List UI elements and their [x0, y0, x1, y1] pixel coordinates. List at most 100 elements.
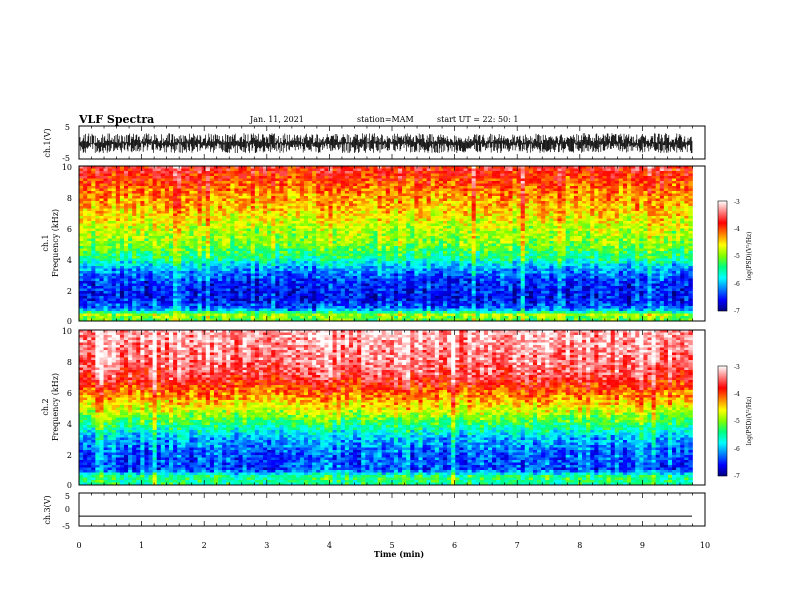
spectrogram-cell	[517, 176, 521, 179]
spectrogram-cell	[230, 219, 234, 222]
spectrogram-cell	[165, 171, 169, 174]
spectrogram-cell	[259, 244, 263, 247]
spectrogram-cell	[574, 169, 578, 172]
spectrogram-cell	[435, 186, 439, 189]
spectrogram-cell	[603, 196, 607, 199]
spectrogram-cell	[517, 229, 521, 232]
spectrogram-cell	[251, 171, 255, 174]
spectrogram-cell	[202, 246, 206, 249]
spectrogram-cell	[488, 236, 492, 239]
spectrogram-cell	[144, 241, 148, 244]
spectrogram-cell	[173, 189, 177, 192]
spectrogram-cell	[492, 204, 496, 207]
spectrogram-cell	[153, 211, 157, 214]
spectrogram-cell	[292, 229, 296, 232]
spectrogram-cell	[234, 239, 238, 242]
spectrogram-cell	[607, 194, 611, 197]
spectrogram-cell	[504, 239, 508, 242]
spectrogram-cell	[537, 221, 541, 224]
spectrogram-cell	[455, 236, 459, 239]
spectrogram-cell	[169, 216, 173, 219]
spectrogram-cell	[251, 204, 255, 207]
spectrogram-cell	[574, 204, 578, 207]
spectrogram-cell	[283, 231, 287, 234]
spectrogram-cell	[406, 184, 410, 187]
spectrogram-cell	[202, 181, 206, 184]
spectrogram-cell	[492, 189, 496, 192]
spectrogram-cell	[324, 199, 328, 202]
spectrogram-cell	[108, 181, 112, 184]
spectrogram-cell	[418, 174, 422, 177]
spectrogram-cell	[533, 236, 537, 239]
spectrogram-cell	[533, 191, 537, 194]
spectrogram-cell	[492, 209, 496, 212]
spectrogram-cell	[108, 171, 112, 174]
spectrogram-cell	[394, 214, 398, 217]
spectrogram-cell	[239, 169, 243, 172]
spectrogram-cell	[263, 211, 267, 214]
spectrogram-cell	[218, 219, 222, 222]
spectrogram-cell	[124, 174, 128, 177]
spectrogram-cell	[521, 206, 525, 209]
spectrogram-cell	[615, 196, 619, 199]
spectrogram-cell	[558, 216, 562, 219]
spectrogram-cell	[169, 169, 173, 172]
spectrogram-cell	[373, 246, 377, 249]
spectrogram-cell	[247, 211, 251, 214]
spectrogram-cell	[124, 184, 128, 187]
spectrogram-cell	[611, 196, 615, 199]
spectrogram-cell	[508, 234, 512, 237]
spectrogram-cell	[643, 194, 647, 197]
spectrogram-cell	[378, 199, 382, 202]
spectrogram-cell	[292, 244, 296, 247]
spectrogram-cell	[189, 179, 193, 182]
spectrogram-cell	[594, 226, 598, 229]
spectrogram-cell	[124, 171, 128, 174]
spectrogram-cell	[656, 239, 660, 242]
spectrogram-cell	[574, 244, 578, 247]
spectrogram-cell	[328, 236, 332, 239]
spectrogram-cell	[488, 204, 492, 207]
spectrogram-cell	[627, 179, 631, 182]
spectrogram-cell	[345, 241, 349, 244]
spectrogram-cell	[406, 179, 410, 182]
spectrogram-cell	[263, 224, 267, 227]
spectrogram-cell	[87, 234, 91, 237]
spectrogram-cell	[423, 204, 427, 207]
spectrogram-cell	[202, 201, 206, 204]
spectrogram-cell	[210, 184, 214, 187]
spectrogram-cell	[656, 189, 660, 192]
spectrogram-cell	[292, 214, 296, 217]
spectrogram-cell	[688, 201, 692, 204]
spectrogram-cell	[116, 174, 120, 177]
spectrogram-cell	[672, 199, 676, 202]
spectrogram-cell	[386, 226, 390, 229]
spectrogram-cell	[447, 231, 451, 234]
spectrogram-cell	[488, 224, 492, 227]
spectrogram-cell	[91, 221, 95, 224]
spectrogram-cell	[99, 191, 103, 194]
spectrogram-cell	[566, 241, 570, 244]
spectrogram-cell	[378, 219, 382, 222]
spectrogram-cell	[598, 214, 602, 217]
spectrogram-cell	[230, 181, 234, 184]
spectrogram-cell	[672, 204, 676, 207]
spectrogram-cell	[312, 186, 316, 189]
spectrogram-cell	[431, 221, 435, 224]
spectrogram-cell	[361, 244, 365, 247]
spectrogram-cell	[562, 174, 566, 177]
spectrogram-cell	[463, 204, 467, 207]
spectrogram-cell	[566, 189, 570, 192]
spectrogram-cell	[226, 224, 230, 227]
spectrogram-cell	[173, 196, 177, 199]
spectrogram-cell	[459, 181, 463, 184]
spectrogram-cell	[643, 234, 647, 237]
spectrogram-cell	[353, 211, 357, 214]
spectrogram-cell	[566, 204, 570, 207]
spectrogram-cell	[435, 171, 439, 174]
spectrogram-cell	[239, 231, 243, 234]
spectrogram-cell	[627, 229, 631, 232]
spectrogram-cell	[500, 194, 504, 197]
spectrogram-cell	[95, 194, 99, 197]
spectrogram-cell	[108, 226, 112, 229]
